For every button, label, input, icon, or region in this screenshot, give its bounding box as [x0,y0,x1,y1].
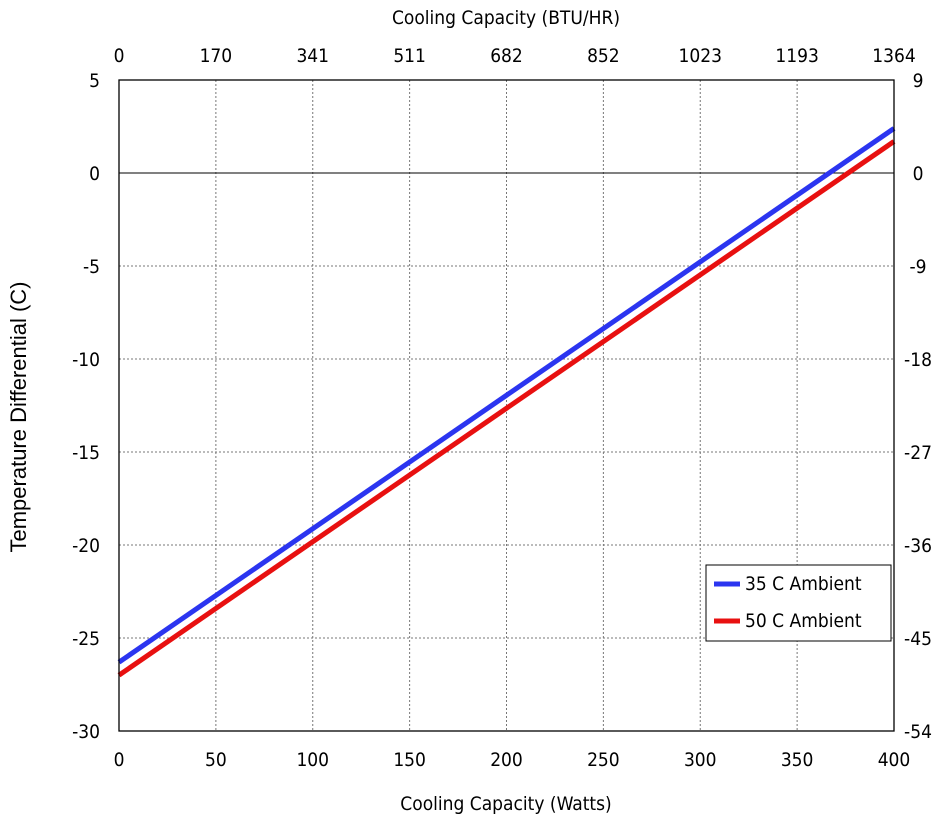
x-tick-label: 150 [393,749,426,771]
y-tick-label: -5 [83,256,100,278]
y-tick-label: 5 [89,70,100,92]
x2-tick-label: 0 [114,45,125,67]
x-tick-label: 400 [878,749,911,771]
x2-tick-label: 511 [393,45,426,67]
x2-tick-label: 852 [587,45,620,67]
legend: 35 C Ambient 50 C Ambient [705,564,892,642]
y2-tick-label: -36 [904,535,932,557]
legend-label-50c: 50 C Ambient [745,610,862,632]
y2-tick-label: -54 [904,721,932,743]
y-tick-label: 0 [89,163,100,185]
x-axis-title: Cooling Capacity (Watts) [400,793,611,815]
legend-label-35c: 35 C Ambient [745,573,862,595]
x-tick-label: 0 [114,749,125,771]
y2-tick-label: -45 [904,628,932,650]
tick-layer: 0050170100341150511200682250852300102335… [72,45,932,771]
legend-box [705,564,892,642]
x2-tick-label: 170 [200,45,233,67]
series-layer [117,126,896,678]
y2-tick-label: 0 [913,163,924,185]
x2-tick-label: 341 [296,45,329,67]
y-tick-label: -15 [72,442,100,464]
x2-tick-label: 1364 [872,45,916,67]
x2-tick-label: 1023 [679,45,723,67]
x2-axis-title: Cooling Capacity (BTU/HR) [392,7,620,29]
y-axis-title: Temperature Differential (C) [6,281,31,552]
x2-tick-label: 682 [490,45,523,67]
y-tick-label: -20 [72,535,100,557]
y2-tick-label: -9 [909,256,926,278]
y2-tick-label: 9 [913,70,924,92]
series-line-0 [117,126,896,665]
x2-tick-label: 1193 [775,45,819,67]
series-line-1 [117,139,896,678]
y-tick-label: -10 [72,349,100,371]
x-tick-label: 100 [296,749,329,771]
x-tick-label: 250 [587,749,620,771]
x-tick-label: 300 [684,749,717,771]
y2-tick-label: -27 [904,442,932,464]
y-tick-label: -30 [72,721,100,743]
y-tick-label: -25 [72,628,100,650]
plot-frame [118,79,895,732]
y2-tick-label: -18 [904,349,932,371]
x-tick-label: 200 [490,749,523,771]
x-tick-label: 350 [781,749,814,771]
x-tick-label: 50 [205,749,227,771]
grid-layer [119,80,894,731]
